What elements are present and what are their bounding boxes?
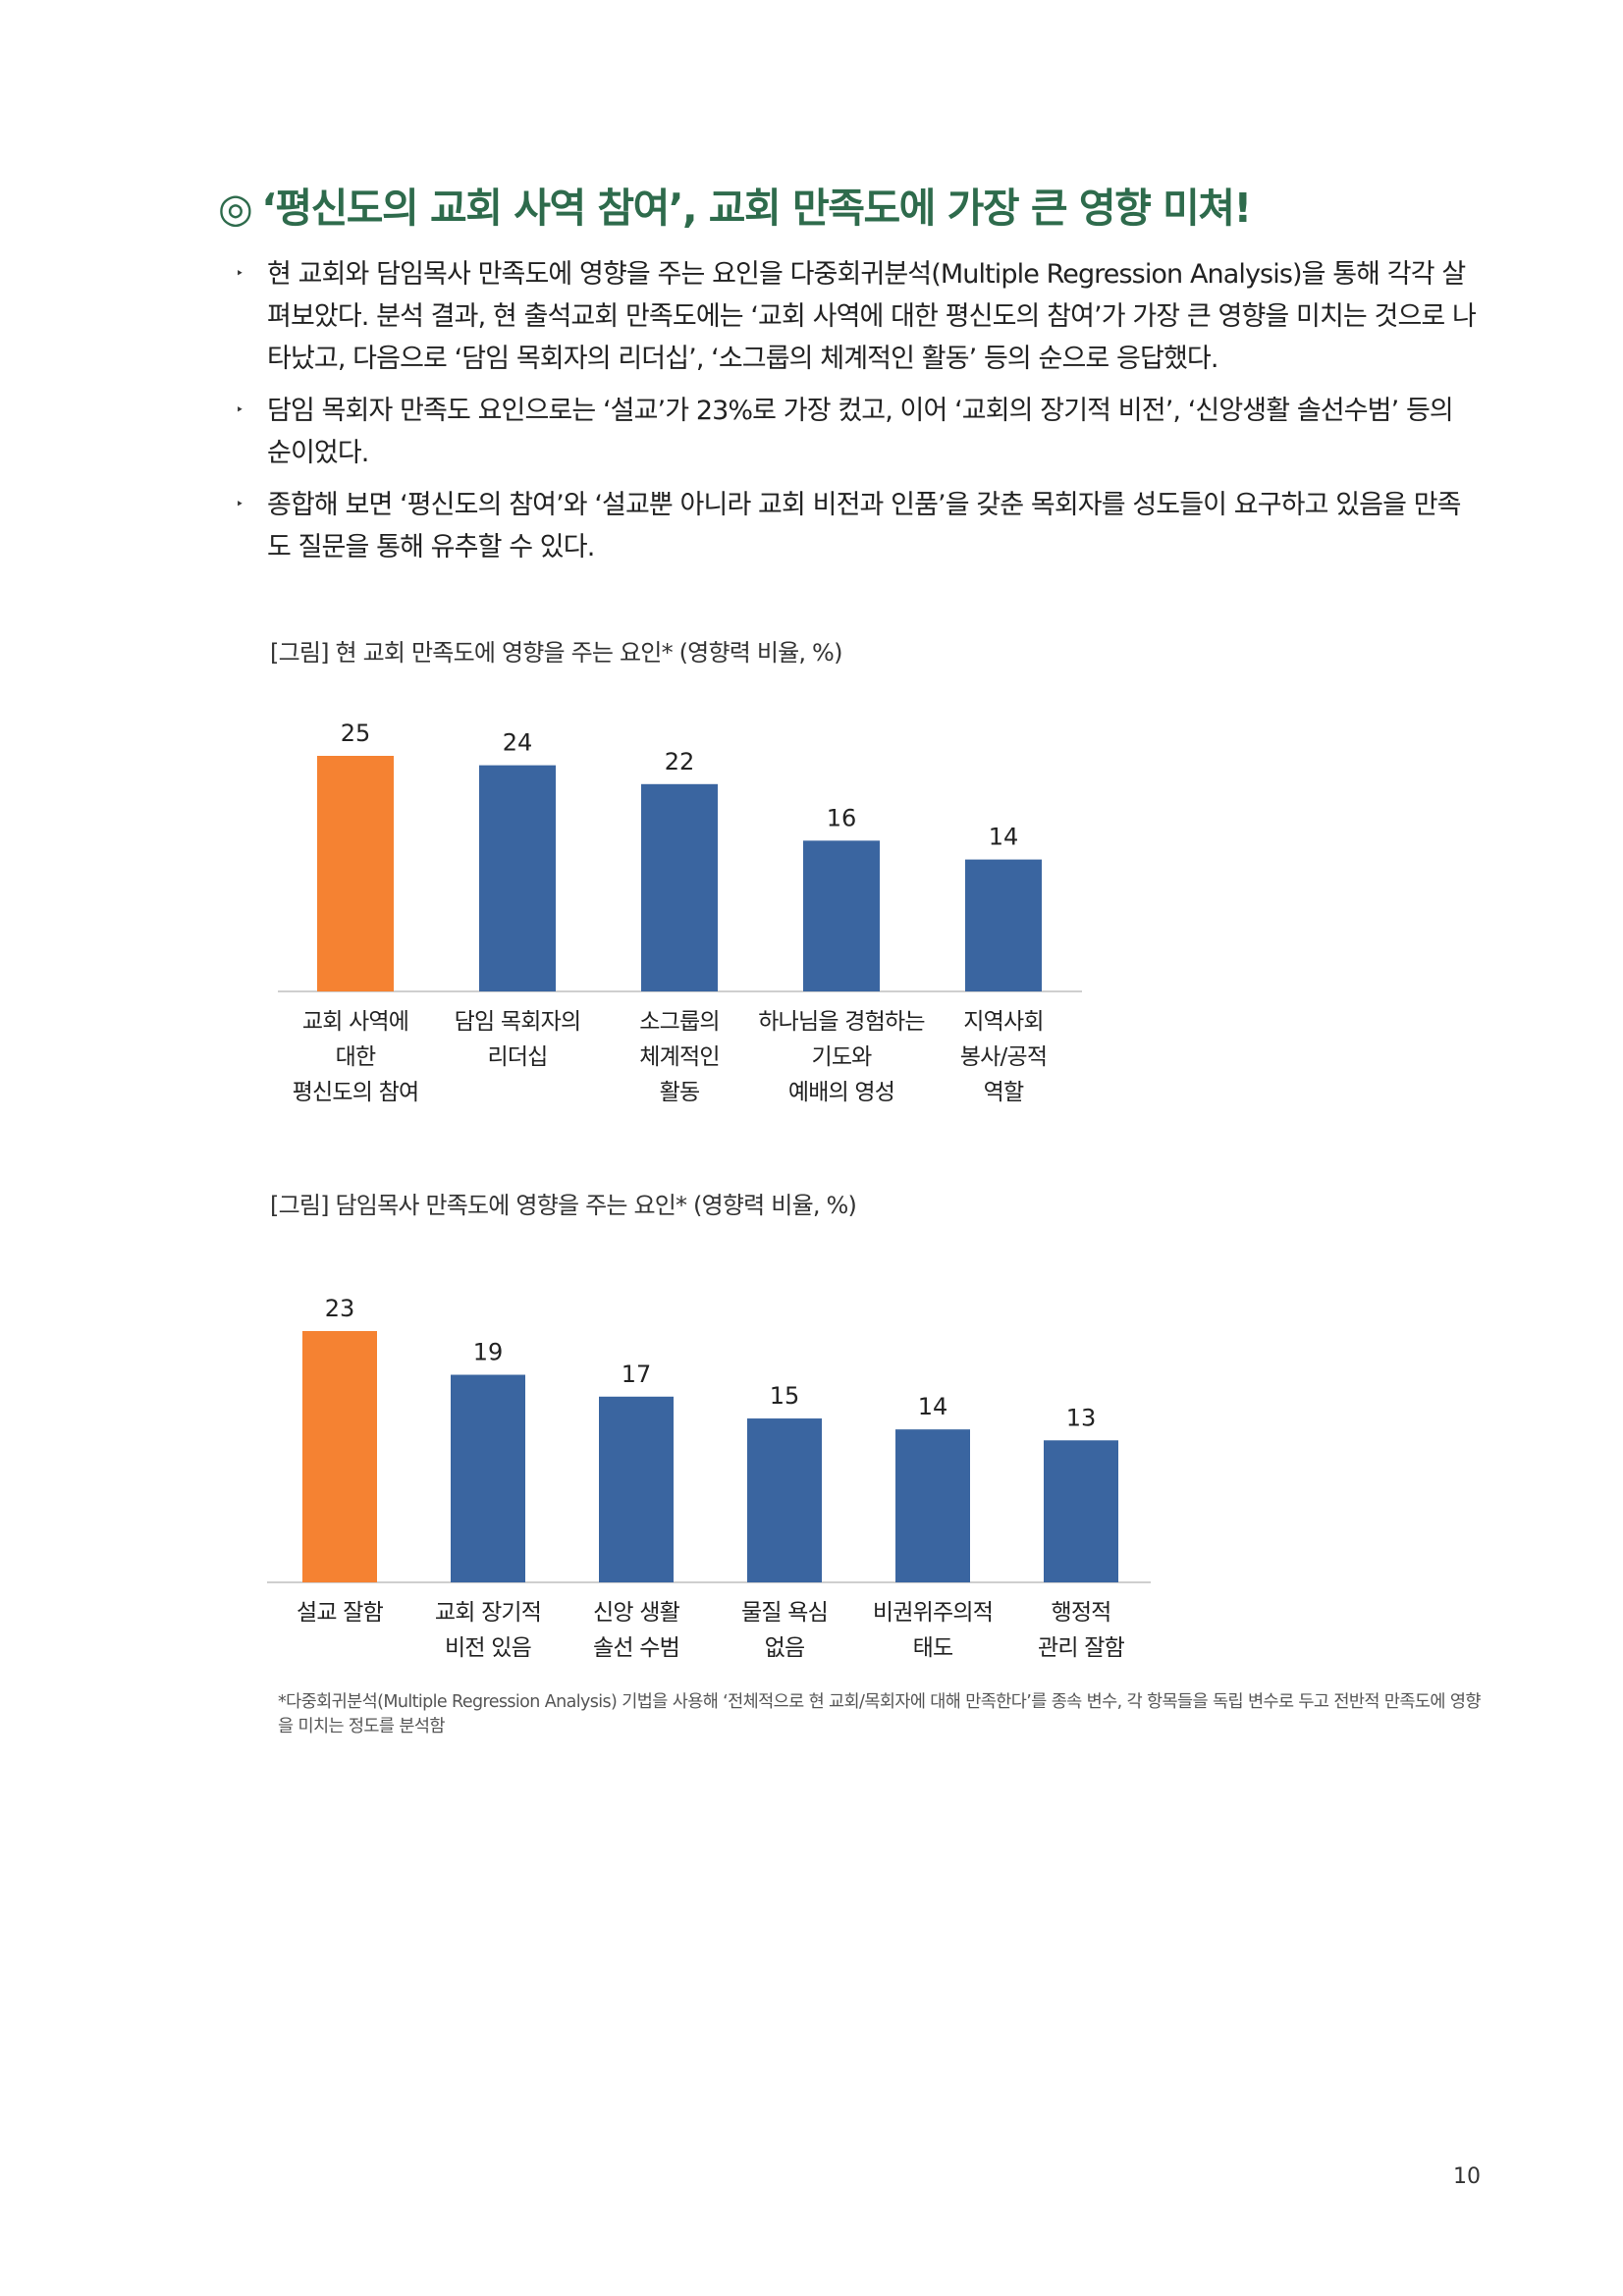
category-label: 소그룹의 [639, 1009, 719, 1035]
category-label: 기도와 [811, 1044, 872, 1070]
category-label: 지역사회 [963, 1009, 1043, 1035]
double-circle-icon: ◎ [218, 185, 253, 232]
category-label: 솔선 수범 [593, 1635, 679, 1661]
bar [317, 756, 394, 991]
data-label: 19 [473, 1339, 504, 1366]
category-label: 신앙 생활 [593, 1600, 680, 1626]
bar [451, 1374, 525, 1582]
category-label: 예배의 영성 [788, 1080, 894, 1105]
footnote: *다중회귀분석(Multiple Regression Analysis) 기법… [278, 1692, 1481, 1736]
summary-bullet-text: 종합해 보면 ‘평신도의 참여’와 ‘설교뿐 아니라 교회 비전과 인품’을 갖… [267, 490, 1461, 562]
summary-bullet: ‣ 종합해 보면 ‘평신도의 참여’와 ‘설교뿐 아니라 교회 비전과 인품’을 … [236, 484, 1483, 568]
data-label: 17 [622, 1361, 652, 1388]
data-label: 13 [1066, 1404, 1097, 1431]
bar [747, 1418, 822, 1582]
category-label: 태도 [913, 1635, 953, 1661]
category-label: 관리 잘함 [1038, 1635, 1125, 1661]
category-label: 봉사/공적 [960, 1044, 1047, 1070]
data-label: 14 [989, 824, 1019, 851]
summary-bullet: ‣ 담임 목회자 만족도 요인으로는 ‘설교’가 23%로 가장 컸고, 이어 ‘… [236, 390, 1483, 474]
data-label: 23 [325, 1295, 355, 1322]
category-label: 물질 욕심 [741, 1600, 828, 1626]
data-label: 22 [665, 748, 695, 775]
category-label: 교회 사역에 [302, 1009, 408, 1035]
chart-2-caption: [그림] 담임목사 만족도에 영향을 주는 요인* (영향력 비율, %) [270, 1192, 857, 1219]
category-label: 교회 장기적 [435, 1600, 541, 1626]
data-label: 24 [503, 729, 533, 757]
section-heading: ◎ ‘평신도의 교회 사역 참여’, 교회 만족도에 가장 큰 영향 미쳐! [218, 175, 1494, 234]
category-label: 활동 [660, 1080, 700, 1105]
bar [1044, 1440, 1118, 1582]
summary-bullet-list: ‣ 현 교회와 담임목사 만족도에 영향을 주는 요인을 다중회귀분석(Multi… [236, 253, 1483, 578]
category-label: 역할 [984, 1080, 1024, 1105]
page-number: 10 [1453, 2164, 1481, 2189]
bar [479, 765, 556, 991]
data-label: 15 [770, 1382, 800, 1410]
summary-bullet-text: 담임 목회자 만족도 요인으로는 ‘설교’가 23%로 가장 컸고, 이어 ‘교… [267, 396, 1454, 468]
category-label: 설교 잘함 [297, 1600, 384, 1626]
category-label: 리더십 [487, 1044, 547, 1070]
data-label: 16 [827, 804, 857, 831]
category-label: 평신도의 참여 [293, 1080, 419, 1105]
chart-1-caption: [그림] 현 교회 만족도에 영향을 주는 요인* (영향력 비율, %) [270, 639, 842, 667]
category-label: 비전 있음 [445, 1635, 531, 1661]
bar [895, 1429, 970, 1582]
section-heading-text: ‘평신도의 교회 사역 참여’, 교회 만족도에 가장 큰 영향 미쳐! [261, 185, 1252, 232]
category-label: 하나님을 경험하는 [758, 1009, 924, 1035]
bar [965, 859, 1042, 991]
bar [641, 783, 718, 991]
bar [599, 1396, 674, 1582]
summary-bullet-text: 현 교회와 담임목사 만족도에 영향을 주는 요인을 다중회귀분석(Multip… [267, 259, 1477, 374]
category-label: 담임 목회자의 [455, 1009, 581, 1035]
category-label: 비권위주의적 [873, 1600, 993, 1626]
bullet-arrow-icon: ‣ [236, 402, 243, 418]
data-label: 25 [341, 720, 371, 747]
bar [803, 840, 880, 991]
category-label: 대한 [336, 1044, 376, 1070]
category-label: 없음 [765, 1635, 805, 1661]
category-label: 체계적인 [639, 1044, 719, 1070]
data-label: 14 [918, 1393, 948, 1420]
bullet-arrow-icon: ‣ [236, 266, 243, 282]
summary-bullet: ‣ 현 교회와 담임목사 만족도에 영향을 주는 요인을 다중회귀분석(Multi… [236, 253, 1483, 380]
bullet-arrow-icon: ‣ [236, 497, 243, 512]
bar [302, 1331, 377, 1582]
category-label: 행정적 [1051, 1600, 1110, 1626]
